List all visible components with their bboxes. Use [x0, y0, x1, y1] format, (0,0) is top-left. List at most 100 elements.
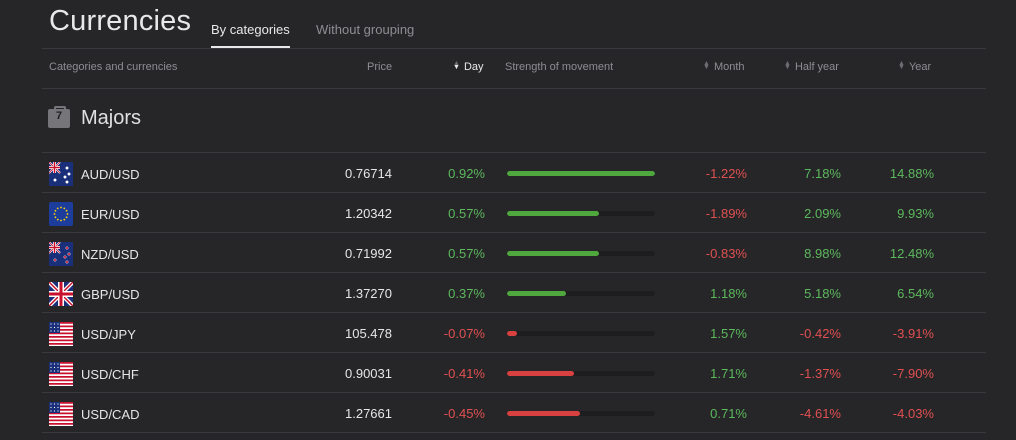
day-change: 0.57%	[448, 206, 485, 221]
year-change: -4.03%	[892, 406, 934, 421]
half-year-change: 8.98%	[804, 246, 841, 261]
column-header-day-label: Day	[463, 61, 484, 73]
currency-pair[interactable]: USD/JPY	[81, 327, 136, 342]
day-change: -0.41%	[443, 366, 485, 381]
strength-bar-fill	[507, 291, 567, 296]
table-row[interactable]: GBP/USD 1.37270 0.37% 1.18% 5.18% 6.54%	[42, 273, 986, 313]
price-value: 105.478	[345, 326, 392, 341]
year-change: -7.90%	[892, 366, 934, 381]
month-change: 1.18%	[710, 286, 747, 301]
column-header-year-label: Year	[908, 61, 932, 73]
tab-by-categories[interactable]: By categories	[211, 22, 290, 37]
us-flag-icon	[49, 322, 73, 346]
us-flag-icon	[49, 362, 73, 386]
day-change: 0.57%	[448, 246, 485, 261]
column-header-strength: Strength of movement	[505, 61, 614, 73]
strength-bar	[507, 331, 655, 336]
column-header-half-year[interactable]: ▲ ▼ Half year	[784, 60, 839, 73]
currency-pair[interactable]: GBP/USD	[81, 287, 140, 302]
year-change: 12.48%	[889, 246, 934, 261]
strength-bar	[507, 291, 655, 296]
row-divider	[42, 352, 986, 353]
tab-without-grouping[interactable]: Without grouping	[316, 22, 415, 37]
currency-pair[interactable]: EUR/USD	[81, 207, 140, 222]
year-change: -3.91%	[892, 326, 934, 341]
half-year-change: 2.09%	[804, 206, 841, 221]
row-divider	[42, 392, 986, 393]
day-change: -0.45%	[443, 406, 485, 421]
table-row[interactable]: USD/CAD 1.27661 -0.45% 0.71% -4.61% -4.03%	[42, 393, 986, 433]
year-change: 9.93%	[897, 206, 934, 221]
column-header-month-label: Month	[713, 61, 745, 73]
table-row[interactable]: NZD/USD 0.71992 0.57% -0.83% 8.98% 12.48%	[42, 233, 986, 273]
sort-desc-icon: ▲ ▼	[453, 60, 460, 72]
half-year-change: -1.37%	[799, 366, 841, 381]
table-row[interactable]: USD/CHF 0.90031 -0.41% 1.71% -1.37% -7.90%	[42, 353, 986, 393]
row-divider	[42, 312, 986, 313]
uk-flag-icon	[49, 282, 73, 306]
strength-bar	[507, 411, 655, 416]
price-value: 0.76714	[345, 166, 392, 181]
year-change: 6.54%	[897, 286, 934, 301]
new-zealand-flag-icon	[49, 242, 73, 266]
column-header-half-year-label: Half year	[794, 61, 839, 73]
column-header-day[interactable]: ▲ ▼ Day	[453, 60, 484, 73]
half-year-change: 7.18%	[804, 166, 841, 181]
strength-bar-fill	[507, 251, 599, 256]
currency-pair[interactable]: AUD/USD	[81, 167, 140, 182]
day-change: 0.92%	[448, 166, 485, 181]
price-value: 0.90031	[345, 366, 392, 381]
half-year-change: 5.18%	[804, 286, 841, 301]
currency-pair[interactable]: USD/CHF	[81, 367, 139, 382]
month-change: 0.71%	[710, 406, 747, 421]
table-row[interactable]: USD/JPY 105.478 -0.07% 1.57% -0.42% -3.91%	[42, 313, 986, 353]
day-change: -0.07%	[443, 326, 485, 341]
month-change: 1.57%	[710, 326, 747, 341]
briefcase-icon	[48, 106, 70, 128]
half-year-change: -4.61%	[799, 406, 841, 421]
row-divider	[42, 272, 986, 273]
currency-pair[interactable]: NZD/USD	[81, 247, 139, 262]
day-change: 0.37%	[448, 286, 485, 301]
page-header: Currencies By categories Without groupin…	[49, 2, 986, 48]
eu-flag-icon	[49, 202, 73, 226]
strength-bar	[507, 371, 655, 376]
strength-bar-fill	[507, 371, 574, 376]
strength-bar-fill	[507, 411, 580, 416]
active-tab-indicator	[211, 46, 290, 48]
column-header-year[interactable]: ▲ ▼ Year	[898, 60, 932, 73]
half-year-change: -0.42%	[799, 326, 841, 341]
page-title: Currencies	[49, 5, 192, 37]
table-row[interactable]: EUR/USD 1.20342 0.57% -1.89% 2.09% 9.93%	[42, 193, 986, 233]
strength-bar	[507, 171, 655, 176]
currency-pair[interactable]: USD/CAD	[81, 407, 140, 422]
category-divider	[42, 152, 986, 153]
sort-icon: ▲ ▼	[784, 60, 791, 72]
row-divider	[42, 192, 986, 193]
price-value: 1.37270	[345, 286, 392, 301]
category-name: Majors	[81, 107, 142, 129]
column-header-categories: Categories and currencies	[49, 61, 178, 73]
price-value: 0.71992	[345, 246, 392, 261]
strength-bar-fill	[507, 331, 518, 336]
strength-bar	[507, 211, 655, 216]
strength-bar	[507, 251, 655, 256]
strength-bar-fill	[507, 211, 599, 216]
table-header-divider	[42, 88, 986, 89]
month-change: -1.89%	[705, 206, 747, 221]
price-value: 1.27661	[345, 406, 392, 421]
year-change: 14.88%	[889, 166, 934, 181]
australia-flag-icon	[49, 162, 73, 186]
month-change: -0.83%	[705, 246, 747, 261]
month-change: 1.71%	[710, 366, 747, 381]
column-header-price[interactable]: Price	[367, 61, 393, 73]
row-divider	[42, 432, 986, 433]
month-change: -1.22%	[705, 166, 747, 181]
column-header-month[interactable]: ▲ ▼ Month	[703, 60, 745, 73]
table-row[interactable]: AUD/USD 0.76714 0.92% -1.22% 7.18% 14.88%	[42, 153, 986, 193]
row-divider	[42, 232, 986, 233]
category-count: 7	[55, 110, 63, 122]
strength-bar-fill	[507, 171, 655, 176]
header-divider	[42, 48, 986, 49]
price-value: 1.20342	[345, 206, 392, 221]
